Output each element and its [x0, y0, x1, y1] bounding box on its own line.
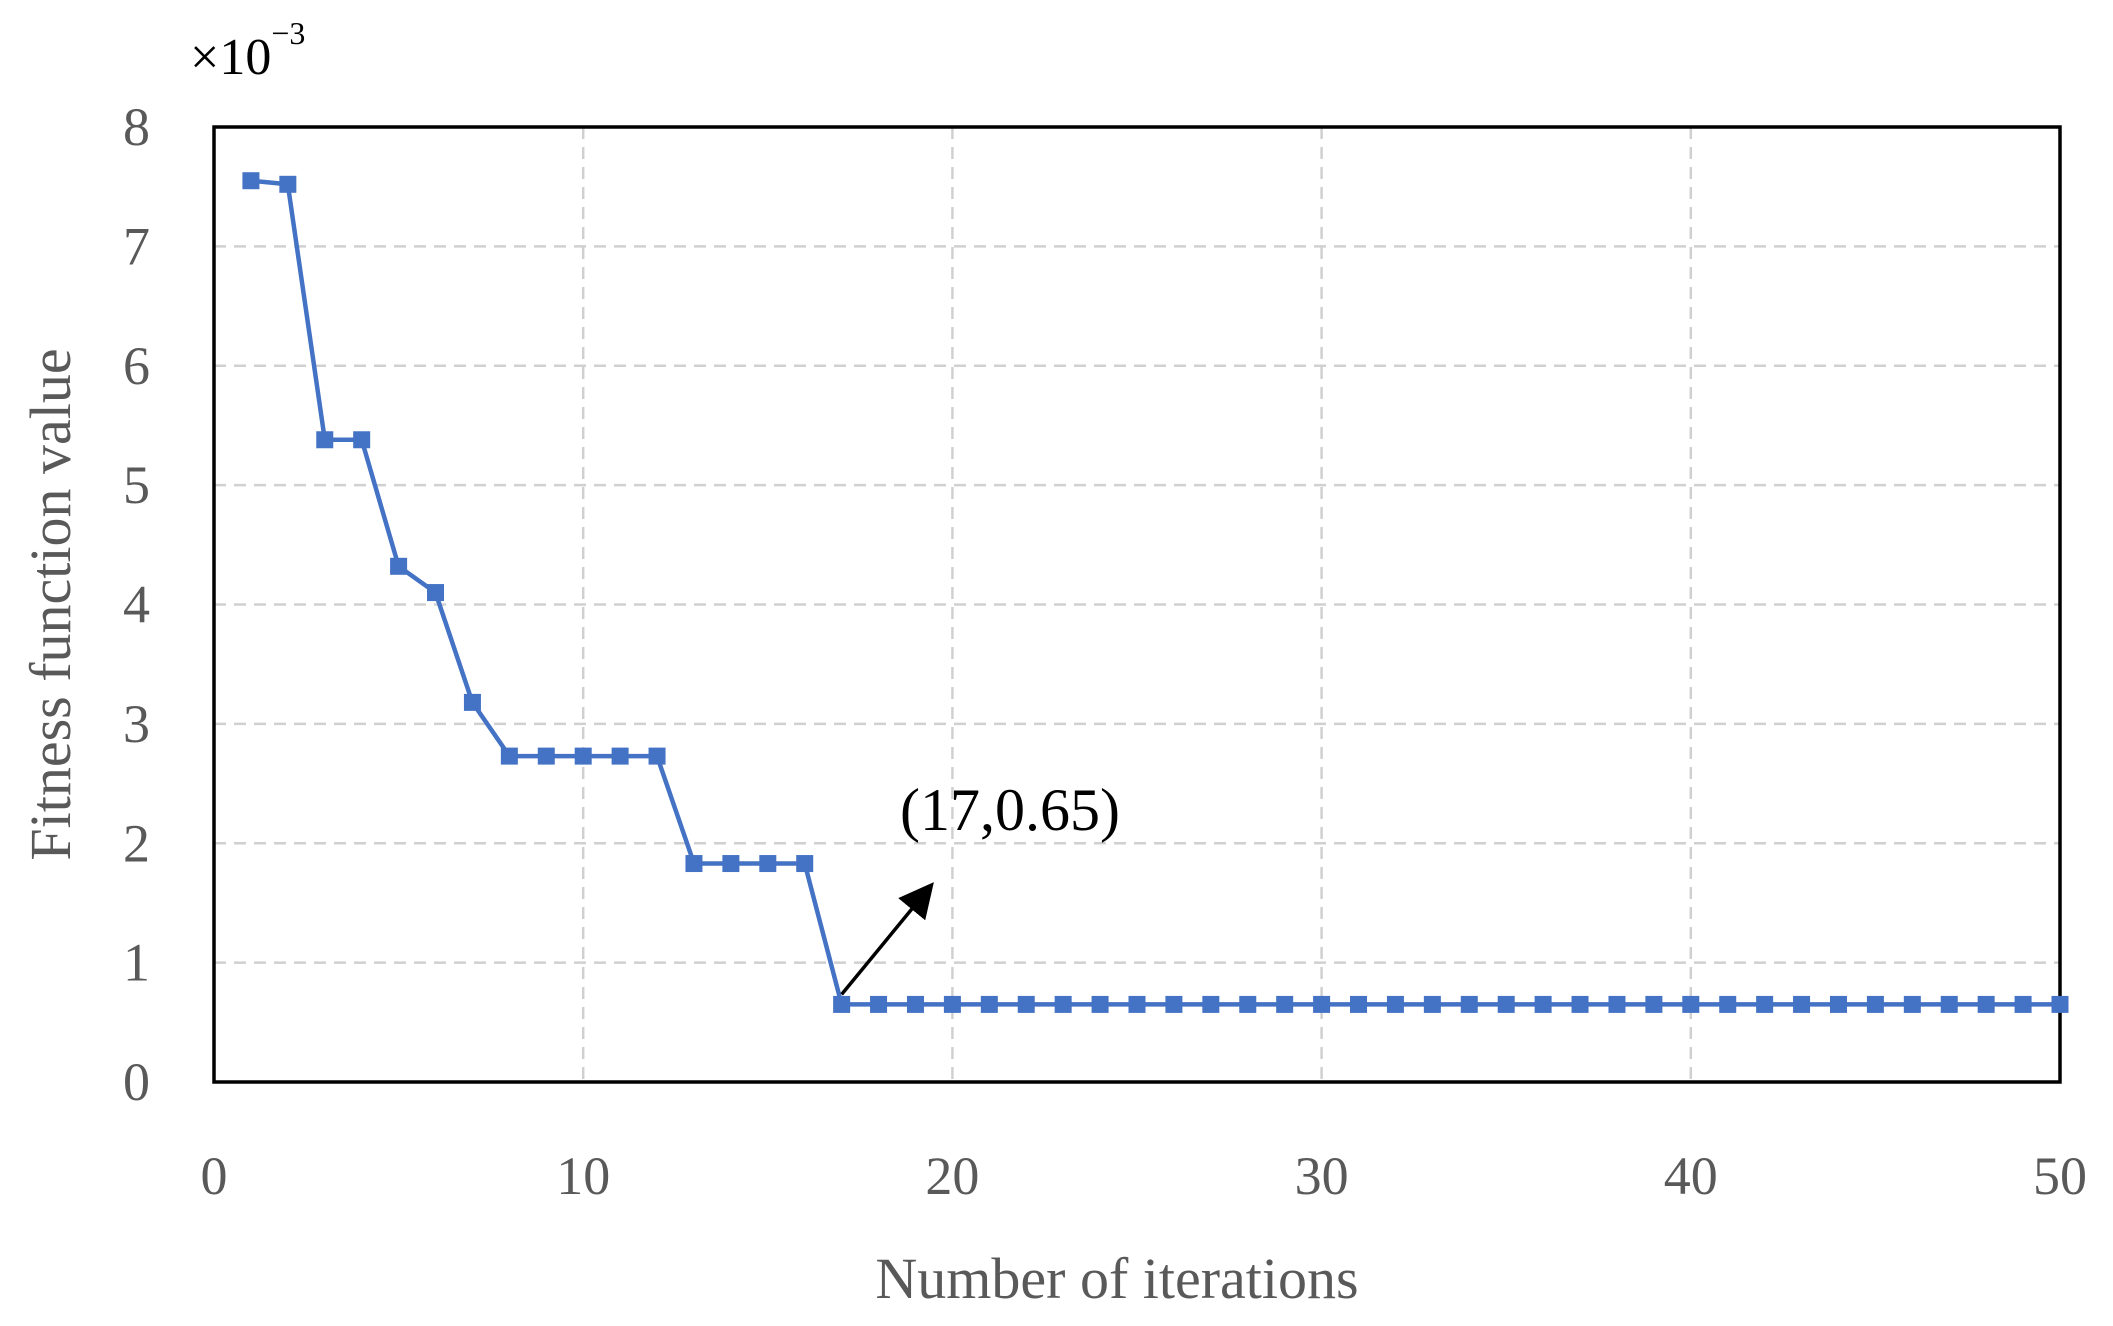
- data-point: [1977, 995, 1995, 1013]
- data-point: [1571, 995, 1589, 1013]
- y-tick-label: 8: [123, 97, 150, 157]
- x-tick-label: 10: [556, 1146, 610, 1206]
- data-point: [1719, 995, 1737, 1013]
- data-point: [1645, 995, 1663, 1013]
- data-point: [537, 747, 555, 765]
- data-point: [242, 172, 260, 190]
- data-point: [1017, 995, 1035, 1013]
- plot-frame: [212, 125, 2062, 1084]
- data-point: [906, 995, 924, 1013]
- data-point: [2051, 995, 2069, 1013]
- data-point: [833, 995, 851, 1013]
- data-point: [427, 584, 445, 602]
- annotation-label: (17,0.65): [900, 777, 1120, 843]
- data-point: [1460, 995, 1478, 1013]
- y-tick-label: 4: [123, 575, 150, 635]
- data-point: [1128, 995, 1146, 1013]
- data-point: [1165, 995, 1183, 1013]
- data-point: [1276, 995, 1294, 1013]
- data-point: [611, 747, 629, 765]
- data-point: [353, 431, 371, 449]
- y-tick-label: 5: [123, 455, 150, 515]
- labels: 0 1 2 3 4 5 6 7 8 0 10 20 30 40 50 ×10−3 Number of itera…: [18, 15, 2087, 1311]
- data-point: [870, 995, 888, 1013]
- data-point: [316, 431, 334, 449]
- data-point: [2014, 995, 2032, 1013]
- data-point: [1202, 995, 1220, 1013]
- data-point: [500, 747, 518, 765]
- data-point: [1903, 995, 1921, 1013]
- y-tick-label: 6: [123, 336, 150, 396]
- axes: [212, 125, 2062, 1084]
- series: [242, 172, 2069, 1013]
- data-point: [722, 855, 740, 873]
- data-point: [279, 175, 297, 193]
- x-tick-label: 0: [201, 1146, 228, 1206]
- data-point: [1497, 995, 1515, 1013]
- x-tick-label: 30: [1295, 1146, 1349, 1206]
- data-point: [1829, 995, 1847, 1013]
- x-tick-label: 50: [2033, 1146, 2087, 1206]
- data-point: [1793, 995, 1811, 1013]
- x-axis-title: Number of iterations: [875, 1246, 1358, 1311]
- data-point: [796, 855, 814, 873]
- data-point: [1534, 995, 1552, 1013]
- data-point: [1091, 995, 1109, 1013]
- y-tick-label: 2: [123, 813, 150, 873]
- y-tick-label: 0: [123, 1052, 150, 1112]
- data-point: [1940, 995, 1958, 1013]
- data-point: [1423, 995, 1441, 1013]
- gridlines: [214, 127, 2060, 1082]
- y-multiplier-label: ×10−3: [190, 15, 305, 86]
- y-axis-title: Fitness function value: [18, 348, 83, 860]
- annotation: (17,0.65): [840, 777, 1120, 996]
- data-point: [1682, 995, 1700, 1013]
- data-point: [463, 693, 481, 711]
- annotation-arrow: [840, 882, 934, 996]
- data-point: [1756, 995, 1774, 1013]
- data-point: [1054, 995, 1072, 1013]
- x-tick-label: 20: [925, 1146, 979, 1206]
- x-tick-label: 40: [1664, 1146, 1718, 1206]
- data-point: [648, 747, 666, 765]
- data-point: [1350, 995, 1368, 1013]
- data-point: [1386, 995, 1404, 1013]
- data-point: [980, 995, 998, 1013]
- data-point: [759, 855, 777, 873]
- y-tick-label: 1: [123, 933, 150, 993]
- data-point: [685, 855, 703, 873]
- series-line: [250, 178, 2060, 1007]
- y-tick-label: 7: [123, 216, 150, 276]
- data-point: [943, 995, 961, 1013]
- data-point: [1313, 995, 1331, 1013]
- y-tick-label: 3: [123, 694, 150, 754]
- y-multiplier-exponent: −3: [271, 15, 305, 51]
- data-point: [574, 747, 592, 765]
- data-point: [1608, 995, 1626, 1013]
- data-point: [390, 557, 408, 575]
- data-point: [1866, 995, 1884, 1013]
- data-point: [1239, 995, 1257, 1013]
